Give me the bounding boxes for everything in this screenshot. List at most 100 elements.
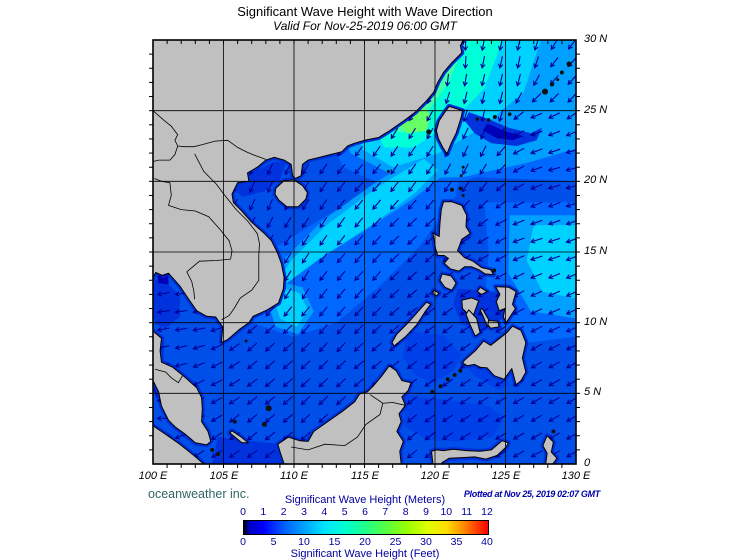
small-island bbox=[459, 174, 463, 178]
wave-direction-arrow bbox=[319, 199, 328, 211]
wave-direction-arrow bbox=[389, 217, 400, 228]
wave-height-region bbox=[404, 394, 505, 442]
wave-direction-arrow bbox=[283, 306, 293, 317]
country-border bbox=[369, 394, 384, 404]
wave-direction-arrow bbox=[389, 289, 400, 299]
wave-direction-arrow bbox=[318, 413, 329, 424]
wave-direction-arrow bbox=[512, 396, 525, 405]
small-island bbox=[475, 117, 480, 121]
wave-direction-arrow bbox=[548, 361, 560, 369]
wave-direction-arrow bbox=[480, 73, 486, 87]
wave-direction-arrow bbox=[424, 253, 435, 263]
wave-direction-arrow bbox=[319, 252, 328, 264]
wave-direction-arrow bbox=[336, 270, 346, 282]
wave-direction-arrow bbox=[533, 56, 540, 69]
wave-direction-arrow bbox=[354, 235, 364, 246]
wave-direction-arrow bbox=[530, 290, 543, 298]
wave-direction-arrow bbox=[336, 181, 346, 193]
wave-direction-arrow bbox=[228, 449, 240, 458]
map-frame bbox=[149, 39, 580, 468]
small-island bbox=[452, 373, 457, 377]
landmass-sumatra bbox=[153, 425, 205, 464]
wave-direction-arrow bbox=[426, 163, 434, 175]
lon-tick-label: 110 E bbox=[280, 470, 308, 482]
landmass-malay bbox=[153, 330, 212, 446]
wave-direction-arrow bbox=[424, 378, 436, 387]
small-island bbox=[461, 165, 465, 169]
wave-direction-arrow bbox=[389, 253, 400, 263]
wave-direction-arrow bbox=[461, 181, 470, 193]
wave-direction-arrow bbox=[248, 180, 256, 194]
wave-direction-arrow bbox=[174, 326, 188, 333]
colorbar-meters-tick: 8 bbox=[402, 506, 409, 518]
wave-direction-arrow bbox=[406, 431, 418, 441]
wave-direction-arrow bbox=[530, 450, 543, 458]
wave-direction-arrow bbox=[228, 396, 241, 405]
colorbar-feet-tick: 5 bbox=[270, 536, 277, 548]
wave-direction-arrow bbox=[318, 378, 329, 388]
wave-direction-arrow bbox=[550, 40, 558, 51]
wave-direction-arrow bbox=[407, 271, 418, 281]
wave-direction-arrow bbox=[495, 379, 507, 387]
wave-direction-arrow bbox=[424, 271, 436, 281]
wave-direction-arrow bbox=[459, 325, 471, 334]
small-island bbox=[215, 452, 220, 457]
wave-direction-arrow bbox=[477, 218, 489, 227]
wave-direction-arrow bbox=[494, 272, 507, 280]
wave-height-region bbox=[233, 161, 286, 197]
wave-direction-arrow bbox=[372, 270, 382, 282]
colorbar-feet-tick: 0 bbox=[240, 536, 246, 548]
wave-direction-arrow bbox=[512, 147, 525, 155]
colorbar-title-meters: Significant Wave Height (Meters) bbox=[284, 494, 446, 506]
wave-direction-arrow bbox=[478, 200, 489, 210]
wave-direction-arrow bbox=[282, 413, 293, 423]
wave-direction-arrow bbox=[264, 378, 276, 388]
landmass-palawan bbox=[391, 301, 432, 347]
wave-direction-arrow bbox=[459, 396, 471, 405]
wave-height-region bbox=[526, 225, 576, 299]
wave-direction-arrow bbox=[336, 199, 346, 211]
wave-direction-arrow bbox=[459, 343, 471, 352]
wave-direction-arrow bbox=[407, 199, 417, 210]
wave-direction-arrow bbox=[496, 164, 506, 174]
oceanweather-branding: oceanweather inc. bbox=[148, 487, 250, 501]
wave-height-region bbox=[153, 278, 180, 329]
landmass-hainan bbox=[274, 179, 308, 208]
wave-direction-arrow bbox=[477, 414, 489, 423]
wave-direction-arrow bbox=[319, 181, 328, 193]
wave-direction-arrow bbox=[512, 432, 525, 440]
wave-direction-arrow bbox=[282, 324, 293, 335]
wave-direction-arrow bbox=[547, 130, 561, 137]
colorbar-gradient bbox=[243, 520, 489, 535]
country-border bbox=[154, 178, 233, 260]
small-island bbox=[210, 447, 215, 452]
wave-direction-arrow bbox=[284, 270, 292, 282]
wave-direction-arrow bbox=[408, 181, 417, 193]
wave-direction-arrow bbox=[515, 56, 522, 69]
wave-direction-arrow bbox=[462, 91, 468, 105]
wave-direction-arrow bbox=[477, 254, 489, 262]
small-island bbox=[387, 169, 390, 173]
wave-direction-arrow bbox=[389, 199, 399, 210]
wave-direction-arrow bbox=[336, 395, 346, 406]
colorbar-meters-tick: 1 bbox=[260, 506, 267, 518]
wave-direction-arrow bbox=[300, 342, 311, 353]
wave-direction-arrow bbox=[210, 414, 223, 422]
wave-direction-arrow bbox=[264, 324, 275, 334]
wave-direction-arrow bbox=[530, 396, 543, 404]
wave-direction-arrow bbox=[406, 396, 418, 405]
wave-direction-arrow bbox=[496, 146, 506, 157]
wave-direction-arrow bbox=[512, 308, 525, 315]
wave-direction-arrow bbox=[408, 163, 417, 175]
wave-direction-arrow bbox=[246, 396, 258, 405]
wave-direction-arrow bbox=[156, 326, 170, 333]
wave-direction-arrow bbox=[512, 165, 525, 173]
wave-direction-arrow bbox=[495, 432, 507, 440]
wave-direction-arrow bbox=[547, 290, 561, 297]
wave-direction-arrow bbox=[495, 200, 507, 209]
wave-direction-arrow bbox=[444, 91, 451, 105]
wave-direction-arrow bbox=[512, 183, 525, 191]
wave-direction-arrow bbox=[301, 306, 310, 317]
wave-direction-arrow bbox=[372, 145, 381, 157]
wave-direction-arrow bbox=[389, 271, 400, 281]
